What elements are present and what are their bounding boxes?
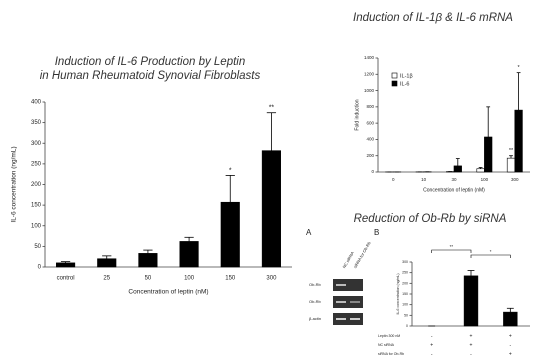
bar [221, 202, 240, 267]
y-tick-label: 200 [366, 153, 374, 158]
y-tick-label: 1000 [364, 88, 375, 93]
x-axis-label: Concentration of leptin (nM) [423, 187, 485, 193]
y-tick-label: 50 [404, 313, 408, 317]
chart-title: Induction of IL-1β & IL-6 mRNA [353, 12, 513, 24]
condition-value: + [509, 351, 512, 357]
gel-band [336, 318, 346, 320]
gel-row: Ob-Rb [309, 282, 322, 287]
condition-value: + [509, 333, 512, 339]
bar [139, 253, 158, 267]
y-axis-label: IL-6 concentration (ng/mL) [396, 273, 400, 314]
slide: A NC siRNA siRNA for Ob-Rb Ob-Rb Ob-Rb β… [0, 0, 541, 362]
bar [515, 110, 523, 172]
y-tick-label: 800 [366, 104, 374, 109]
legend-label: IL-6 [400, 81, 409, 87]
y-tick-label: 150 [31, 203, 42, 209]
y-axis-label: Fold induction [354, 99, 360, 130]
legend-label: IL-1β [400, 73, 413, 79]
y-tick-label: 400 [366, 137, 374, 142]
panel-label: A [306, 228, 312, 237]
bar [454, 166, 462, 172]
y-tick-label: 300 [402, 260, 408, 264]
chart-title: in Human Rheumatoid Synovial Fibroblasts [40, 70, 261, 82]
condition-value: + [470, 333, 473, 339]
x-axis-label: Concentration of leptin (nM) [128, 289, 208, 296]
x-tick-label: 25 [103, 276, 110, 282]
chart-title: Induction of IL-6 Production by Leptin [55, 56, 246, 68]
legend-swatch [392, 81, 397, 86]
gel-row: Ob-Rb [309, 299, 322, 304]
y-tick-label: 200 [31, 182, 42, 188]
condition-name: siRNA for Ob-Rb [378, 352, 404, 356]
panel-label: B [374, 228, 379, 237]
condition-value: + [470, 342, 473, 348]
significance: * [229, 167, 232, 174]
x-tick-label: 30 [451, 177, 457, 182]
y-tick-label: 600 [366, 120, 374, 125]
x-tick-label: control [57, 276, 75, 282]
x-tick-label: 50 [145, 276, 152, 282]
bar [180, 241, 199, 267]
y-tick-label: 1200 [364, 71, 375, 76]
y-tick-label: 300 [31, 141, 42, 147]
x-tick-label: 300 [266, 276, 277, 282]
gel-band [350, 318, 360, 320]
x-tick-label: 100 [481, 177, 489, 182]
bar [503, 312, 517, 326]
y-tick-label: 150 [402, 292, 408, 296]
bar [464, 276, 478, 326]
gel-band [350, 301, 360, 303]
bar [56, 263, 75, 267]
significance: ** [269, 105, 275, 112]
bar [262, 151, 281, 267]
y-tick-label: 400 [31, 100, 42, 106]
x-tick-label: 150 [225, 276, 236, 282]
y-tick-label: 50 [34, 244, 41, 250]
condition-name: NC siRNA [378, 343, 395, 347]
condition-name: Leptin 300 nM [378, 334, 400, 338]
gel-band [336, 284, 346, 286]
y-tick-label: 250 [402, 271, 408, 275]
condition-value: + [430, 342, 433, 348]
y-tick-label: 0 [406, 324, 408, 328]
bar [507, 158, 515, 172]
gel-band [336, 301, 346, 303]
bar [484, 137, 492, 172]
comparison-label: * [490, 249, 492, 254]
y-tick-label: 250 [31, 161, 42, 167]
bar [477, 169, 485, 172]
y-tick-label: 100 [31, 223, 42, 229]
chart-title: Reduction of Ob-Rb by siRNA [354, 213, 507, 225]
comparison-label: ** [450, 244, 454, 249]
y-tick-label: 200 [402, 281, 408, 285]
gel-row: β-actin [309, 316, 321, 321]
y-tick-label: 350 [31, 120, 42, 126]
x-tick-label: 10 [421, 177, 427, 182]
x-tick-label: 300 [511, 177, 519, 182]
x-tick-label: 100 [184, 276, 195, 282]
bar [97, 259, 116, 267]
y-axis-label: IL-6 concentration (ng/mL) [11, 146, 18, 222]
y-tick-label: 100 [402, 303, 408, 307]
y-tick-label: 1400 [364, 55, 375, 60]
legend-swatch [392, 73, 397, 78]
